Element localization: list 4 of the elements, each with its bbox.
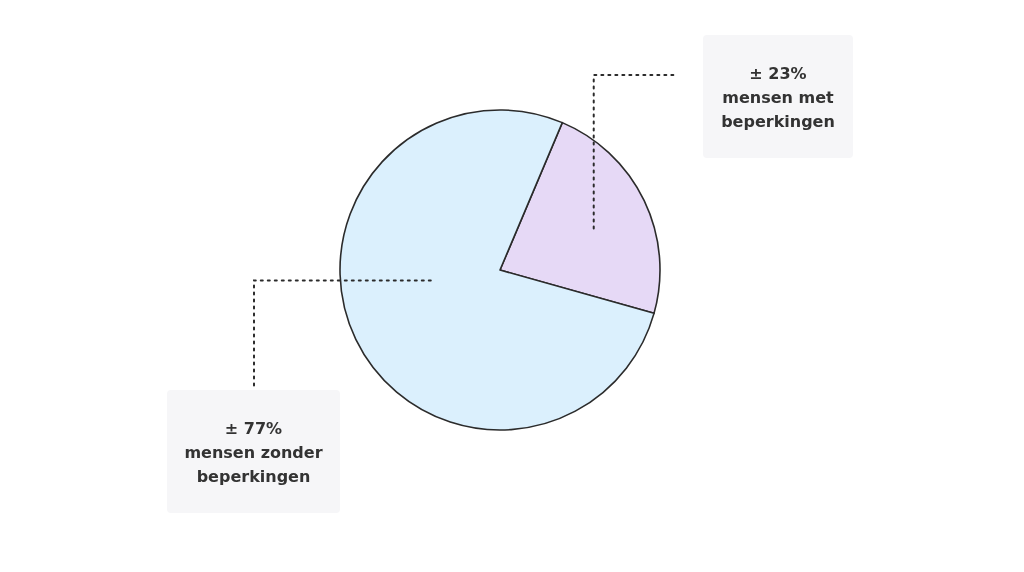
data-label: ± 77%: [224, 418, 283, 438]
data-label: ± 23%: [749, 63, 807, 83]
slice-label: mensen met beperkingen: [721, 87, 835, 131]
slice-label: mensen zonder beperkingen: [184, 442, 323, 486]
